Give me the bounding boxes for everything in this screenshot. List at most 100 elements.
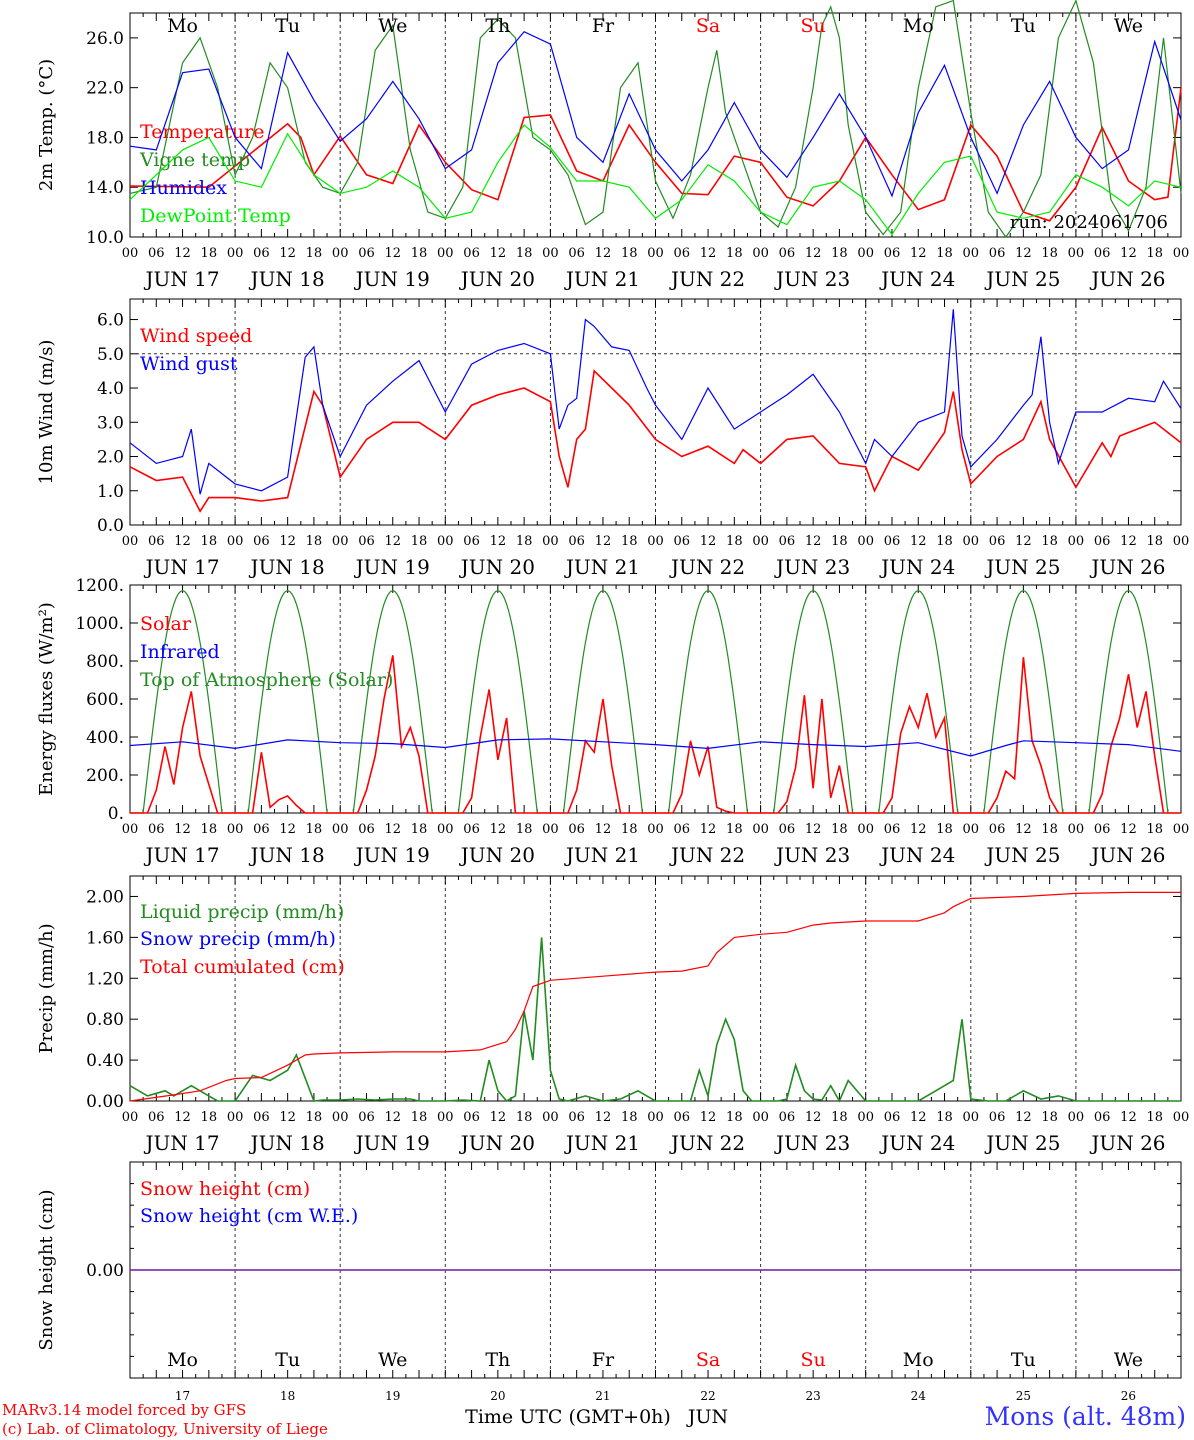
hour-tick-label: 12 <box>595 1110 612 1125</box>
hour-tick-label: 06 <box>1094 246 1111 261</box>
series-total-cumulated-cm- <box>129 891 1181 1102</box>
hour-tick-label: 18 <box>831 822 848 837</box>
y-tick-label: 14.0 <box>86 178 124 198</box>
lab-credit: (c) Lab. of Climatology, University of L… <box>2 1420 328 1438</box>
y-axis-label: Snow height (cm) <box>36 1189 57 1350</box>
hour-tick-label: 06 <box>568 534 585 549</box>
hour-tick-label: 00 <box>857 822 874 837</box>
day-label: JUN 17 <box>143 1131 219 1155</box>
weekday-label: Mo <box>903 1349 934 1371</box>
hour-tick-label: 06 <box>253 534 270 549</box>
series-temperature <box>129 87 1182 222</box>
legend-entry: Snow height (cm) <box>140 1178 310 1200</box>
legend-entry: Temperature <box>140 121 264 143</box>
day-number-label: 24 <box>911 1389 927 1403</box>
hour-tick-label: 00 <box>227 246 244 261</box>
hour-tick-label: 06 <box>148 1110 165 1125</box>
hour-tick-label: 12 <box>1015 1110 1032 1125</box>
day-label: JUN 18 <box>249 1131 325 1155</box>
hour-tick-label: 18 <box>1041 534 1058 549</box>
hour-tick-label: 12 <box>279 822 296 837</box>
hour-tick-label: 18 <box>621 1110 638 1125</box>
hour-tick-label: 06 <box>463 246 480 261</box>
month-label: JUN <box>686 1406 728 1428</box>
hour-tick-label: 06 <box>884 822 901 837</box>
y-tick-label: 0.80 <box>86 1010 124 1030</box>
day-label: JUN 24 <box>879 1131 955 1155</box>
hour-tick-label: 12 <box>490 246 507 261</box>
hour-tick-label: 06 <box>358 246 375 261</box>
y-tick-label: 1200. <box>75 576 124 596</box>
y-tick-label: 1.0 <box>97 482 124 502</box>
hour-tick-label: 12 <box>1015 822 1032 837</box>
hour-tick-label: 18 <box>831 246 848 261</box>
hour-tick-label: 18 <box>516 246 533 261</box>
weekday-label: Mo <box>903 15 934 37</box>
legend-entry: Vigne temp <box>139 149 250 171</box>
hour-tick-label: 18 <box>1146 1110 1163 1125</box>
hour-tick-label: 06 <box>884 1110 901 1125</box>
hour-tick-label: 06 <box>463 1110 480 1125</box>
day-label: JUN 19 <box>354 555 430 579</box>
hour-tick-label: 12 <box>700 822 717 837</box>
y-tick-label: 0.00 <box>86 1261 124 1281</box>
hour-tick-label: 00 <box>963 822 980 837</box>
day-label: JUN 25 <box>984 555 1060 579</box>
hour-tick-label: 18 <box>201 246 218 261</box>
hour-tick-label: 18 <box>726 534 743 549</box>
hour-tick-label: 00 <box>647 822 664 837</box>
day-label: JUN 26 <box>1089 267 1165 291</box>
weekday-label: Fr <box>592 15 615 37</box>
hour-tick-label: 06 <box>779 1110 796 1125</box>
hour-tick-label: 00 <box>963 1110 980 1125</box>
day-number-label: 19 <box>385 1389 400 1403</box>
weekday-label: Tu <box>275 15 300 37</box>
hour-tick-label: 12 <box>1120 534 1137 549</box>
hour-tick-label: 18 <box>1041 246 1058 261</box>
hour-tick-label: 06 <box>1094 822 1111 837</box>
weekday-label: Sa <box>696 1349 720 1371</box>
hour-tick-label: 18 <box>1146 534 1163 549</box>
hour-tick-label: 18 <box>936 246 953 261</box>
weekday-label: Mo <box>167 15 198 37</box>
hour-tick-label: 06 <box>148 822 165 837</box>
day-label: JUN 25 <box>984 267 1060 291</box>
hour-tick-label: 18 <box>201 534 218 549</box>
hour-tick-label: 18 <box>411 246 428 261</box>
y-axis-label: Energy fluxes (W/m²) <box>36 602 57 796</box>
hour-tick-label: 00 <box>332 822 349 837</box>
weekday-label: Mo <box>167 1349 198 1371</box>
legend-entry: Infrared <box>140 641 220 663</box>
hour-tick-label: 06 <box>568 822 585 837</box>
series-wind-gust <box>129 309 1182 495</box>
hour-tick-label: 12 <box>595 246 612 261</box>
y-tick-label: 22.0 <box>86 79 124 99</box>
day-number-label: 18 <box>280 1389 295 1403</box>
hour-tick-label: 00 <box>647 1110 664 1125</box>
day-label: JUN 23 <box>774 1131 850 1155</box>
hour-tick-label: 12 <box>1120 1110 1137 1125</box>
hour-tick-label: 06 <box>463 822 480 837</box>
day-label: JUN 23 <box>774 555 850 579</box>
series-wind-speed <box>129 369 1182 513</box>
hour-tick-label: 06 <box>253 822 270 837</box>
weekday-label: Tu <box>1011 15 1036 37</box>
hour-tick-label: 18 <box>516 822 533 837</box>
hour-tick-label: 00 <box>1068 822 1085 837</box>
legend-entry: Snow precip (mm/h) <box>140 928 336 950</box>
hour-tick-label: 12 <box>700 1110 717 1125</box>
weekday-label: Th <box>485 15 510 37</box>
day-number-label: 23 <box>806 1389 821 1403</box>
day-label: JUN 17 <box>143 555 219 579</box>
hour-tick-label: 12 <box>384 822 401 837</box>
hour-tick-label: 06 <box>779 822 796 837</box>
hour-tick-label: 06 <box>253 1110 270 1125</box>
hour-tick-label: 06 <box>989 246 1006 261</box>
hour-tick-label: 06 <box>884 246 901 261</box>
hour-tick-label: 00 <box>857 1110 874 1125</box>
hour-tick-label: 12 <box>174 1110 191 1125</box>
hour-tick-label: 18 <box>936 822 953 837</box>
series-solar <box>130 655 1181 814</box>
hour-tick-label: 18 <box>201 1110 218 1125</box>
